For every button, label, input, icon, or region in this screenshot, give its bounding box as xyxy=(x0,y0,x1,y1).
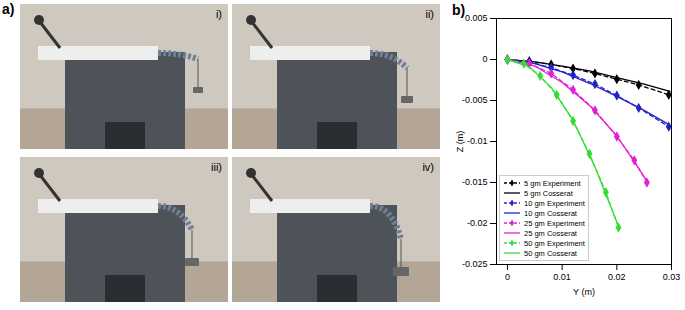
svg-text:-0.025: -0.025 xyxy=(462,259,488,269)
svg-text:0: 0 xyxy=(482,54,487,64)
svg-text:0.02: 0.02 xyxy=(608,272,626,282)
html-text:25 gm Cosserat: 25 gm Cosserat xyxy=(524,228,577,238)
html-text:5 gm Experiment: 5 gm Experiment xyxy=(524,178,581,188)
svg-text:0: 0 xyxy=(505,272,510,282)
svg-text:-0.015: -0.015 xyxy=(462,177,488,187)
html-text:5 gm Cosserat: 5 gm Cosserat xyxy=(524,188,573,198)
html-text:25 gm Experiment: 25 gm Experiment xyxy=(524,218,585,228)
svg-text:i): i) xyxy=(216,8,222,20)
html-text:50 gm Experiment: 50 gm Experiment xyxy=(524,238,585,248)
svg-text:Z (m): Z (m) xyxy=(455,131,465,153)
html-text:10 gm Cosserat: 10 gm Cosserat xyxy=(524,208,577,218)
svg-text:-0.005: -0.005 xyxy=(462,95,488,105)
svg-text:Y (m): Y (m) xyxy=(573,287,595,297)
svg-text:-0.02: -0.02 xyxy=(467,218,488,228)
svg-text:0.01: 0.01 xyxy=(553,272,571,282)
svg-text:iv): iv) xyxy=(422,161,434,173)
html-text:b): b) xyxy=(452,2,466,18)
html-text:50 gm Cosserat: 50 gm Cosserat xyxy=(524,248,577,258)
html-text:10 gm Experiment: 10 gm Experiment xyxy=(524,198,585,208)
svg-text:iii): iii) xyxy=(211,161,222,173)
svg-text:a): a) xyxy=(2,1,14,17)
svg-text:-0.01: -0.01 xyxy=(467,136,488,146)
svg-text:ii): ii) xyxy=(425,8,434,20)
svg-text:0.005: 0.005 xyxy=(465,13,488,23)
svg-text:0.03: 0.03 xyxy=(663,272,681,282)
